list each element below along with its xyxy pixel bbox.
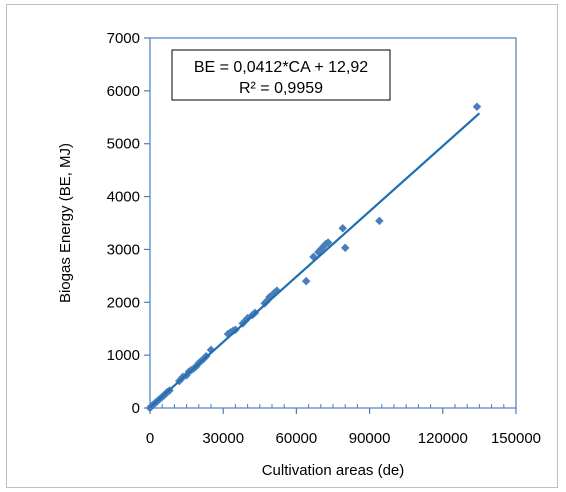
y-tick-label: 7000 <box>107 30 140 47</box>
data-point <box>340 243 350 253</box>
y-tick-label: 0 <box>132 400 140 417</box>
x-tick-label: 120000 <box>418 430 468 447</box>
y-tick-label: 2000 <box>107 294 140 311</box>
data-point <box>323 238 333 247</box>
y-tick-label: 6000 <box>107 83 140 100</box>
x-tick-labels: 0 30000 60000 90000 120000 150000 <box>146 430 541 447</box>
trendline <box>149 112 481 409</box>
x-tick-label: 0 <box>146 430 154 447</box>
data-point <box>375 216 384 226</box>
y-tick-label: 1000 <box>107 347 140 364</box>
y-tick-label: 4000 <box>107 189 140 206</box>
y-tick-labels: 0 1000 2000 3000 4000 5000 6000 7000 <box>107 30 140 417</box>
x-tick-label: 60000 <box>276 430 318 447</box>
x-tick-label: 30000 <box>202 430 244 447</box>
equation-text: BE = 0,0412*CA + 12,92 <box>194 59 368 76</box>
major-ticks <box>144 37 517 414</box>
r-squared-text: R² = 0,9959 <box>239 80 323 97</box>
y-tick-label: 5000 <box>107 136 140 153</box>
data-point <box>301 276 311 286</box>
equation-box: BE = 0,0412*CA + 12,92 R² = 0,9959 <box>171 49 391 101</box>
data-point <box>472 102 482 112</box>
x-tick-label: 90000 <box>349 430 391 447</box>
y-axis-title: Biogas Energy (BE, MJ) <box>57 143 74 303</box>
x-tick-label: 150000 <box>491 430 541 447</box>
data-point <box>338 223 348 233</box>
minor-ticks <box>161 404 505 408</box>
y-tick-label: 3000 <box>107 241 140 258</box>
x-axis-title: Cultivation areas (de) <box>262 462 405 479</box>
